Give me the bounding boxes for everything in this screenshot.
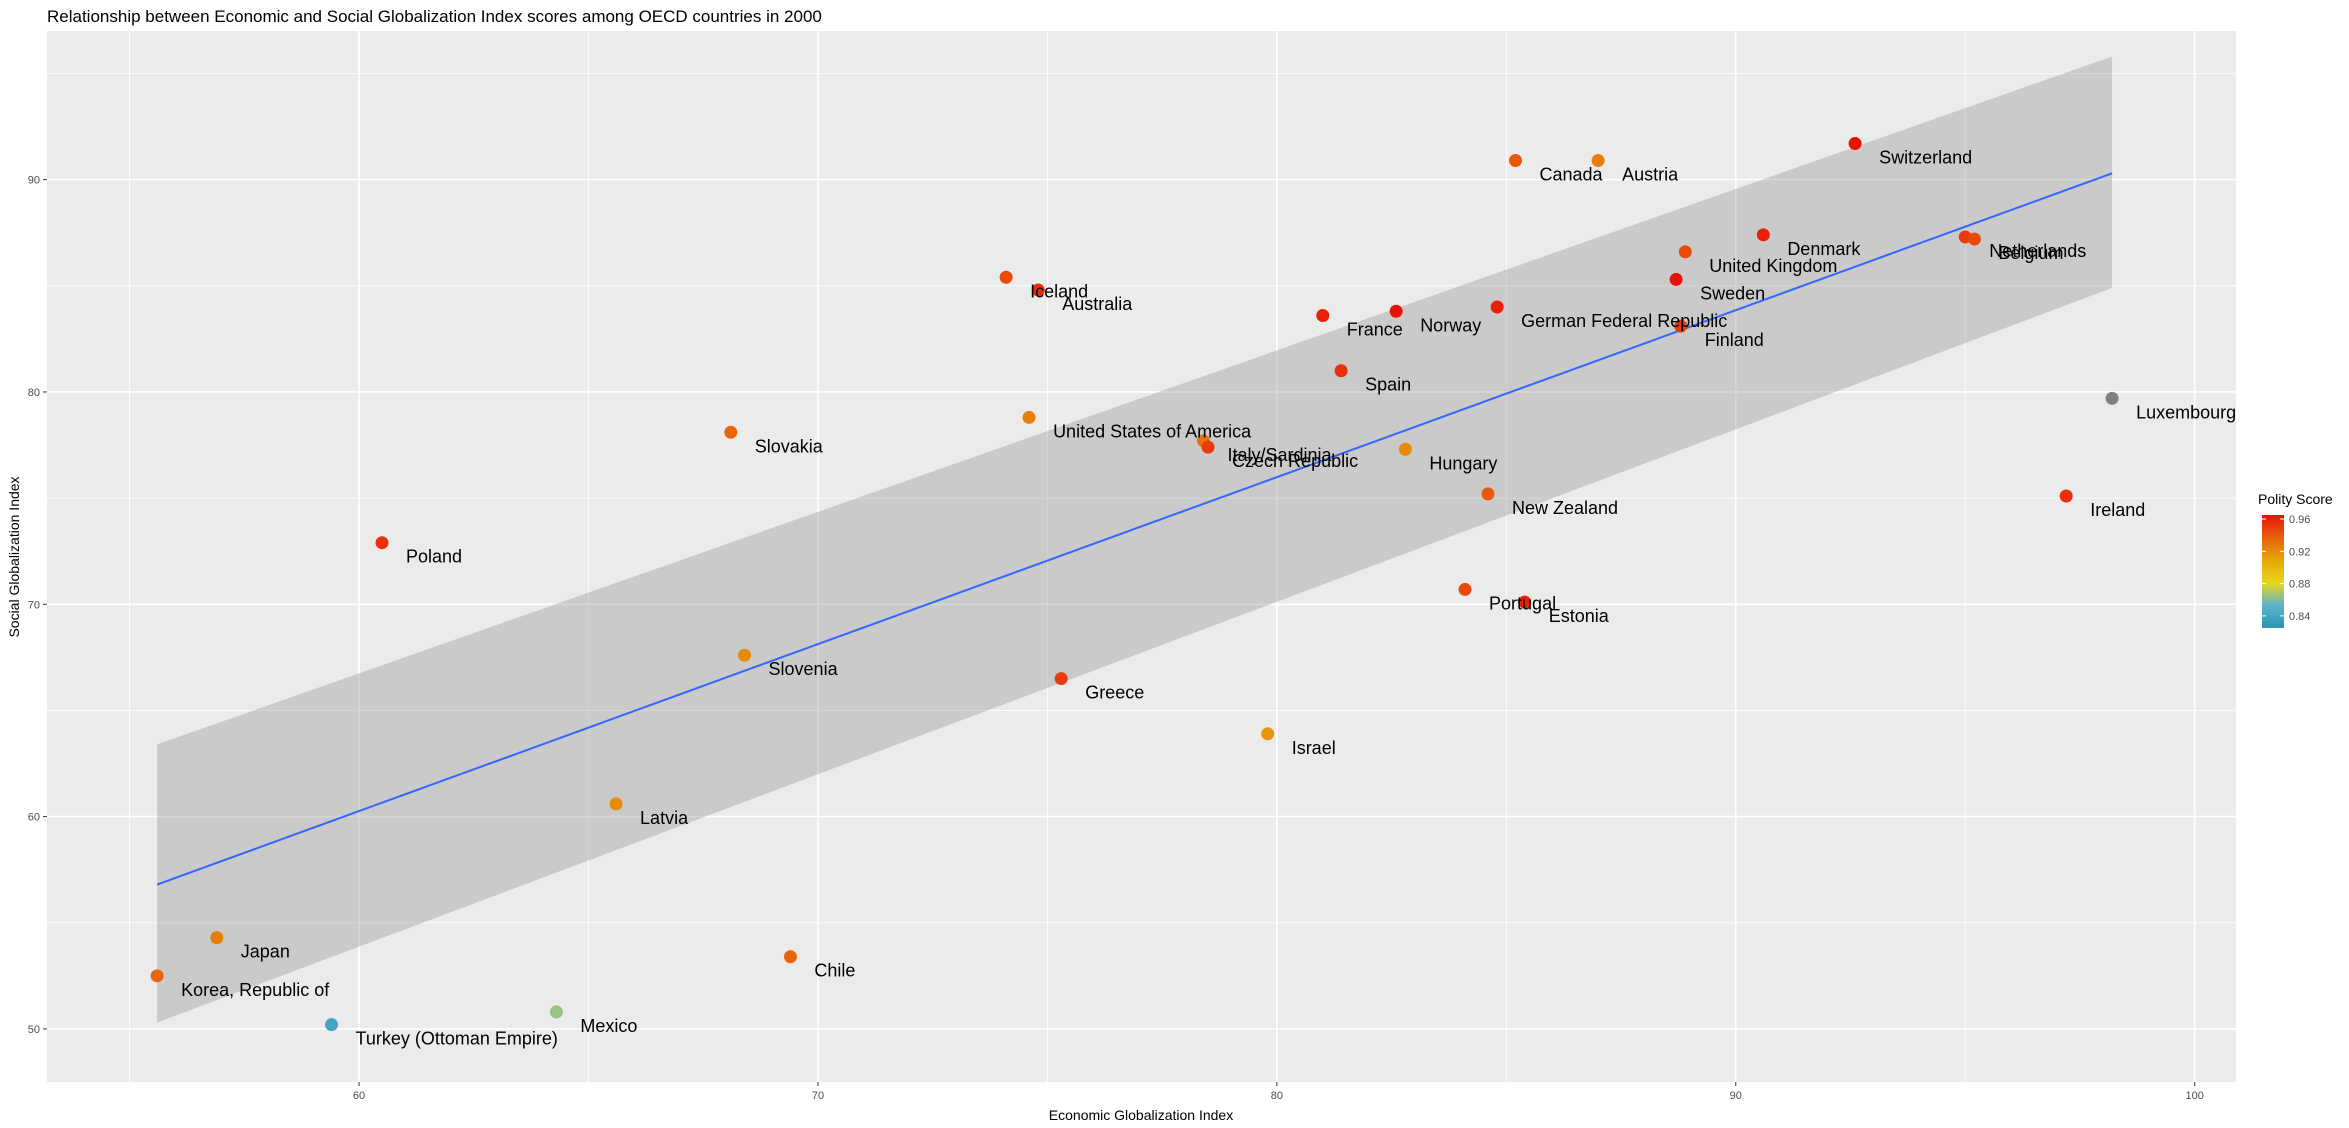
- point-label: Australia: [1062, 294, 1133, 314]
- data-point: [1054, 672, 1068, 686]
- point-label: Latvia: [640, 808, 689, 828]
- data-point: [1022, 410, 1036, 424]
- data-point: [999, 270, 1013, 284]
- y-axis: 50 60 70 80 90: [28, 175, 47, 1036]
- point-label: France: [1347, 320, 1403, 340]
- point-label: Norway: [1420, 315, 1481, 335]
- data-point: [1458, 582, 1472, 596]
- data-point: [1509, 154, 1523, 168]
- trend-line: [156, 172, 2113, 886]
- data-point: [1669, 272, 1683, 286]
- plot-panel: [47, 31, 2236, 1082]
- legend-ticks: 0.96 0.92 0.88 0.84: [2262, 514, 2310, 623]
- data-point: [609, 797, 623, 811]
- legend-title: Polity Score: [2258, 491, 2333, 507]
- point-label: Greece: [1085, 683, 1144, 703]
- point-label: Switzerland: [1879, 148, 1972, 168]
- data-point: [1674, 319, 1688, 333]
- y-tick-label: 70: [28, 599, 40, 611]
- x-tick-label: 80: [1271, 1090, 1283, 1102]
- data-point: [1756, 228, 1770, 242]
- data-point: [2105, 391, 2119, 405]
- data-point: [1316, 309, 1330, 323]
- point-label: United Kingdom: [1709, 256, 1837, 276]
- data-point: [2059, 489, 2073, 503]
- point-label: Finland: [1705, 330, 1764, 350]
- data-point: [738, 648, 752, 662]
- x-tick-label: 60: [353, 1090, 365, 1102]
- data-point: [325, 1018, 339, 1032]
- y-tick-label: 90: [28, 175, 40, 187]
- point-label: Turkey (Ottoman Empire): [356, 1029, 558, 1049]
- point-label: Austria: [1622, 165, 1679, 185]
- data-point: [724, 425, 738, 439]
- point-label: Estonia: [1549, 606, 1610, 626]
- point-label: Slovenia: [769, 659, 839, 679]
- legend-tick-label: 0.92: [2289, 546, 2310, 558]
- point-label: Iceland: [1030, 281, 1088, 301]
- point-label: Chile: [814, 961, 855, 981]
- data-point: [1490, 300, 1504, 314]
- x-tick-label: 100: [2186, 1090, 2204, 1102]
- grid-lines: [47, 31, 2236, 1082]
- point-label: Spain: [1365, 375, 1411, 395]
- data-point: [1389, 304, 1403, 318]
- y-axis-title: Social Globalization Index: [6, 476, 22, 637]
- data-point: [1334, 364, 1348, 378]
- point-label: Israel: [1292, 738, 1336, 758]
- confidence-band: [157, 56, 2113, 1023]
- data-point: [1398, 442, 1412, 456]
- data-point: [1261, 727, 1275, 741]
- data-point: [150, 969, 164, 983]
- point-label: Korea, Republic of: [181, 980, 330, 1000]
- x-axis-title: Economic Globalization Index: [1049, 1107, 1233, 1123]
- point-label: Japan: [241, 942, 290, 962]
- chart-title: Relationship between Economic and Social…: [47, 7, 822, 26]
- point-label: Italy/Sardinia: [1227, 445, 1332, 465]
- data-point: [1678, 245, 1692, 259]
- data-point: [549, 1005, 563, 1019]
- point-label: Denmark: [1787, 239, 1861, 259]
- point-label: Portugal: [1489, 593, 1556, 613]
- data-point: [1848, 137, 1862, 151]
- point-label: Luxembourg: [2136, 402, 2236, 422]
- legend-tick-label: 0.88: [2289, 579, 2310, 591]
- data-point: [1031, 283, 1045, 297]
- point-label: Sweden: [1700, 283, 1765, 303]
- legend: Polity Score 0.96 0.92 0.88 0.84: [2258, 491, 2333, 628]
- data-point: [1591, 154, 1605, 168]
- point-label: Belgium: [1998, 243, 2063, 263]
- y-tick-label: 50: [28, 1024, 40, 1036]
- data-point: [1201, 440, 1215, 454]
- point-label: Czech Republic: [1232, 451, 1358, 471]
- point-label: Netherlands: [1989, 241, 2086, 261]
- point-label: Poland: [406, 547, 462, 567]
- point-label: Slovakia: [755, 436, 824, 456]
- point-label: Ireland: [2090, 500, 2145, 520]
- y-tick-label: 80: [28, 387, 40, 399]
- y-tick-label: 60: [28, 812, 40, 824]
- legend-tick-label: 0.84: [2289, 611, 2310, 623]
- legend-tick-label: 0.96: [2289, 514, 2310, 526]
- point-label: New Zealand: [1512, 498, 1618, 518]
- point-label: United States of America: [1053, 421, 1252, 441]
- data-point: [1518, 595, 1532, 609]
- point-label: Mexico: [580, 1016, 637, 1036]
- confidence-band-layer: [156, 56, 2113, 1023]
- x-tick-label: 70: [812, 1090, 824, 1102]
- point-label: German Federal Republic: [1521, 311, 1727, 331]
- data-point: [210, 931, 224, 945]
- x-axis: 60 70 80 90 100: [353, 1082, 2204, 1102]
- x-tick-label: 90: [1730, 1090, 1742, 1102]
- points-layer: [150, 137, 2119, 1032]
- point-label: Canada: [1540, 165, 1604, 185]
- legend-colorbar: [2262, 515, 2284, 628]
- data-point: [375, 536, 389, 550]
- point-label: Hungary: [1429, 453, 1497, 473]
- data-point: [1967, 232, 1981, 246]
- data-point: [1481, 487, 1495, 501]
- data-point: [783, 950, 797, 964]
